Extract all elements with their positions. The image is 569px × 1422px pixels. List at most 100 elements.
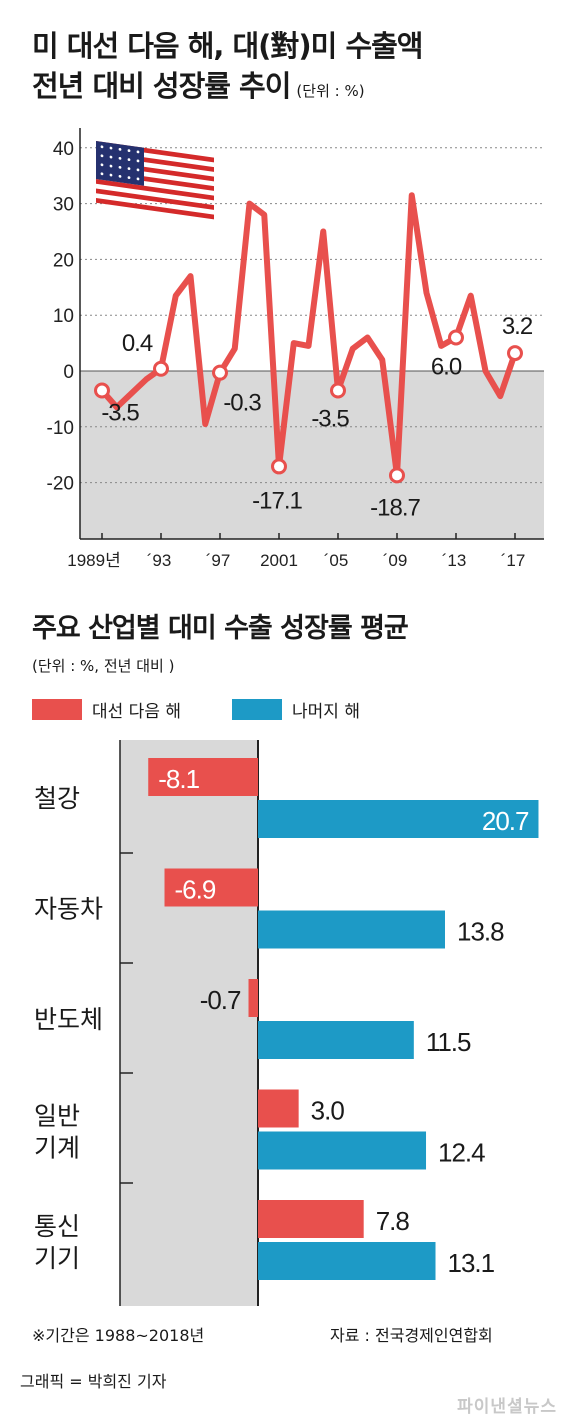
category-label: 반도체 <box>34 1006 103 1034</box>
flag-stripe <box>96 179 214 201</box>
bar-other-years <box>258 800 539 838</box>
category-label: 통신 <box>34 1213 80 1241</box>
flag-star <box>109 155 113 159</box>
bar-after-election <box>248 979 258 1017</box>
flag-star <box>136 168 140 172</box>
chart-title-text: 전년 대비 성장률 추이 <box>32 69 291 103</box>
y-tick-label: 0 <box>63 362 74 383</box>
y-tick-label: 30 <box>53 195 74 216</box>
flag-star <box>127 176 131 180</box>
highlight-point <box>212 364 228 381</box>
highlight-point <box>94 382 110 399</box>
highlight-point <box>271 458 287 475</box>
y-tick-label: -10 <box>47 418 74 439</box>
bar-value-label: 20.7 <box>482 806 529 836</box>
category-label: 철강 <box>34 785 80 813</box>
data-label: -0.3 <box>223 390 261 417</box>
negative-zone-shading <box>80 371 544 539</box>
category-label: 기계 <box>34 1135 80 1163</box>
source-note: 자료 : 전국경제인연합회 <box>330 1326 493 1345</box>
flag-star <box>136 177 140 181</box>
us-flag-icon <box>96 141 214 220</box>
bar-value-label: 7.8 <box>376 1206 410 1236</box>
flag-stripe <box>96 198 214 220</box>
bar-value-label: 13.8 <box>457 917 504 947</box>
bar-value-label: 3.0 <box>311 1096 345 1126</box>
bar-other-years <box>258 1242 436 1280</box>
flag-star <box>100 145 104 149</box>
highlight-point <box>153 360 169 377</box>
flag-star <box>109 173 113 177</box>
category-label: 일반 <box>34 1103 80 1131</box>
highlight-point <box>389 467 405 484</box>
flag-canton <box>96 141 144 186</box>
flag-star <box>136 159 140 163</box>
y-tick-label: 10 <box>53 306 74 327</box>
x-tick-label: ´13 <box>442 551 467 570</box>
data-label: -17.1 <box>252 487 302 514</box>
bar-value-label: -6.9 <box>175 875 216 905</box>
bar-value-label: 13.1 <box>448 1248 495 1278</box>
watermark-logo: 파이낸셜뉴스 <box>457 1397 557 1417</box>
x-tick-label: 2001 <box>260 551 298 570</box>
flag-star <box>127 158 131 162</box>
data-label: 6.0 <box>431 354 462 381</box>
bar-value-label: -8.1 <box>158 764 199 794</box>
flag-star <box>118 174 122 178</box>
unit-label: (단위 : %) <box>296 82 365 100</box>
series-line <box>99 192 518 479</box>
graphic-credit: 그래픽 = 박희진 기자 <box>20 1372 167 1391</box>
data-label: -18.7 <box>370 494 420 521</box>
bar-after-election <box>164 868 258 907</box>
legend-label-other-years: 나머지 해 <box>292 701 360 722</box>
legend-swatch-blue <box>232 698 282 720</box>
chart-title-line2: 전년 대비 성장률 추이 (단위 : %) <box>32 68 365 109</box>
period-note: ※기간은 1988~2018년 <box>32 1326 205 1345</box>
highlight-point <box>330 382 346 399</box>
flag-stripe <box>96 188 214 210</box>
y-tick-label: 20 <box>53 250 74 271</box>
x-tick-label: ´93 <box>147 551 172 570</box>
legend-label-after-election: 대선 다음 해 <box>92 701 182 722</box>
flag-star <box>136 150 140 154</box>
data-label: -3.5 <box>101 400 139 427</box>
data-label: 3.2 <box>502 313 533 340</box>
y-tick-label: 40 <box>53 139 74 160</box>
negative-zone-shading <box>120 740 258 1306</box>
bar-value-label: -0.7 <box>200 985 241 1015</box>
bar-after-election <box>258 1200 364 1238</box>
flag-star <box>109 164 113 168</box>
x-tick-label: ´17 <box>501 551 526 570</box>
data-label: -3.5 <box>311 406 349 433</box>
legend-item-other-years: 나머지 해 <box>232 697 360 722</box>
bar-chart-title: 주요 산업별 대미 수출 성장률 평균 <box>32 613 409 644</box>
category-label: 자동차 <box>34 896 103 924</box>
flag-star <box>109 146 113 150</box>
bar-chart-subtitle: (단위 : %, 전년 대비 ) <box>32 657 175 675</box>
flag-star <box>100 172 104 176</box>
category-label: 기기 <box>34 1245 80 1273</box>
bar-value-label: 11.5 <box>426 1027 471 1057</box>
bar-value-label: 12.4 <box>438 1138 485 1168</box>
line-chart: 40 30 20 10 0 -10 -20 1989년 ´93 ´97 2001 ´05 ´09 ´13 ´… <box>47 128 544 570</box>
y-tick-label: -20 <box>47 474 74 495</box>
highlight-point <box>448 329 464 346</box>
x-tick-label: ´97 <box>206 551 231 570</box>
bar-other-years <box>258 910 445 949</box>
x-tick-label: ´05 <box>324 551 349 570</box>
flag-star <box>127 167 131 171</box>
flag-star <box>127 149 131 153</box>
bar-other-years <box>258 1021 414 1059</box>
bar-other-years <box>258 1131 427 1170</box>
highlight-point <box>507 345 523 362</box>
x-tick-label: 1989년 <box>67 551 120 570</box>
data-label: 0.4 <box>122 330 153 357</box>
flag-star <box>118 147 122 151</box>
chart-title-line1: 미 대선 다음 해, 대(對)미 수출액 <box>32 29 423 63</box>
flag-star <box>118 165 122 169</box>
legend-item-after-election: 대선 다음 해 <box>32 697 182 722</box>
bar-after-election <box>258 1089 299 1128</box>
x-tick-label: ´09 <box>383 551 408 570</box>
flag-star <box>118 156 122 160</box>
